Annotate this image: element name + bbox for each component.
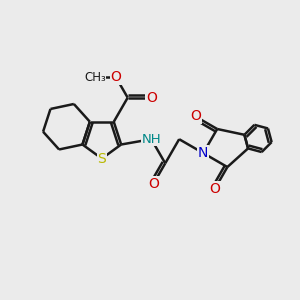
- Text: O: O: [148, 177, 159, 191]
- Text: O: O: [190, 110, 201, 124]
- Text: O: O: [110, 70, 121, 84]
- Text: O: O: [146, 91, 157, 105]
- Text: O: O: [209, 182, 220, 196]
- Text: NH: NH: [142, 133, 161, 146]
- Text: S: S: [98, 152, 106, 166]
- Text: N: N: [198, 146, 208, 160]
- Text: CH₃: CH₃: [84, 71, 106, 84]
